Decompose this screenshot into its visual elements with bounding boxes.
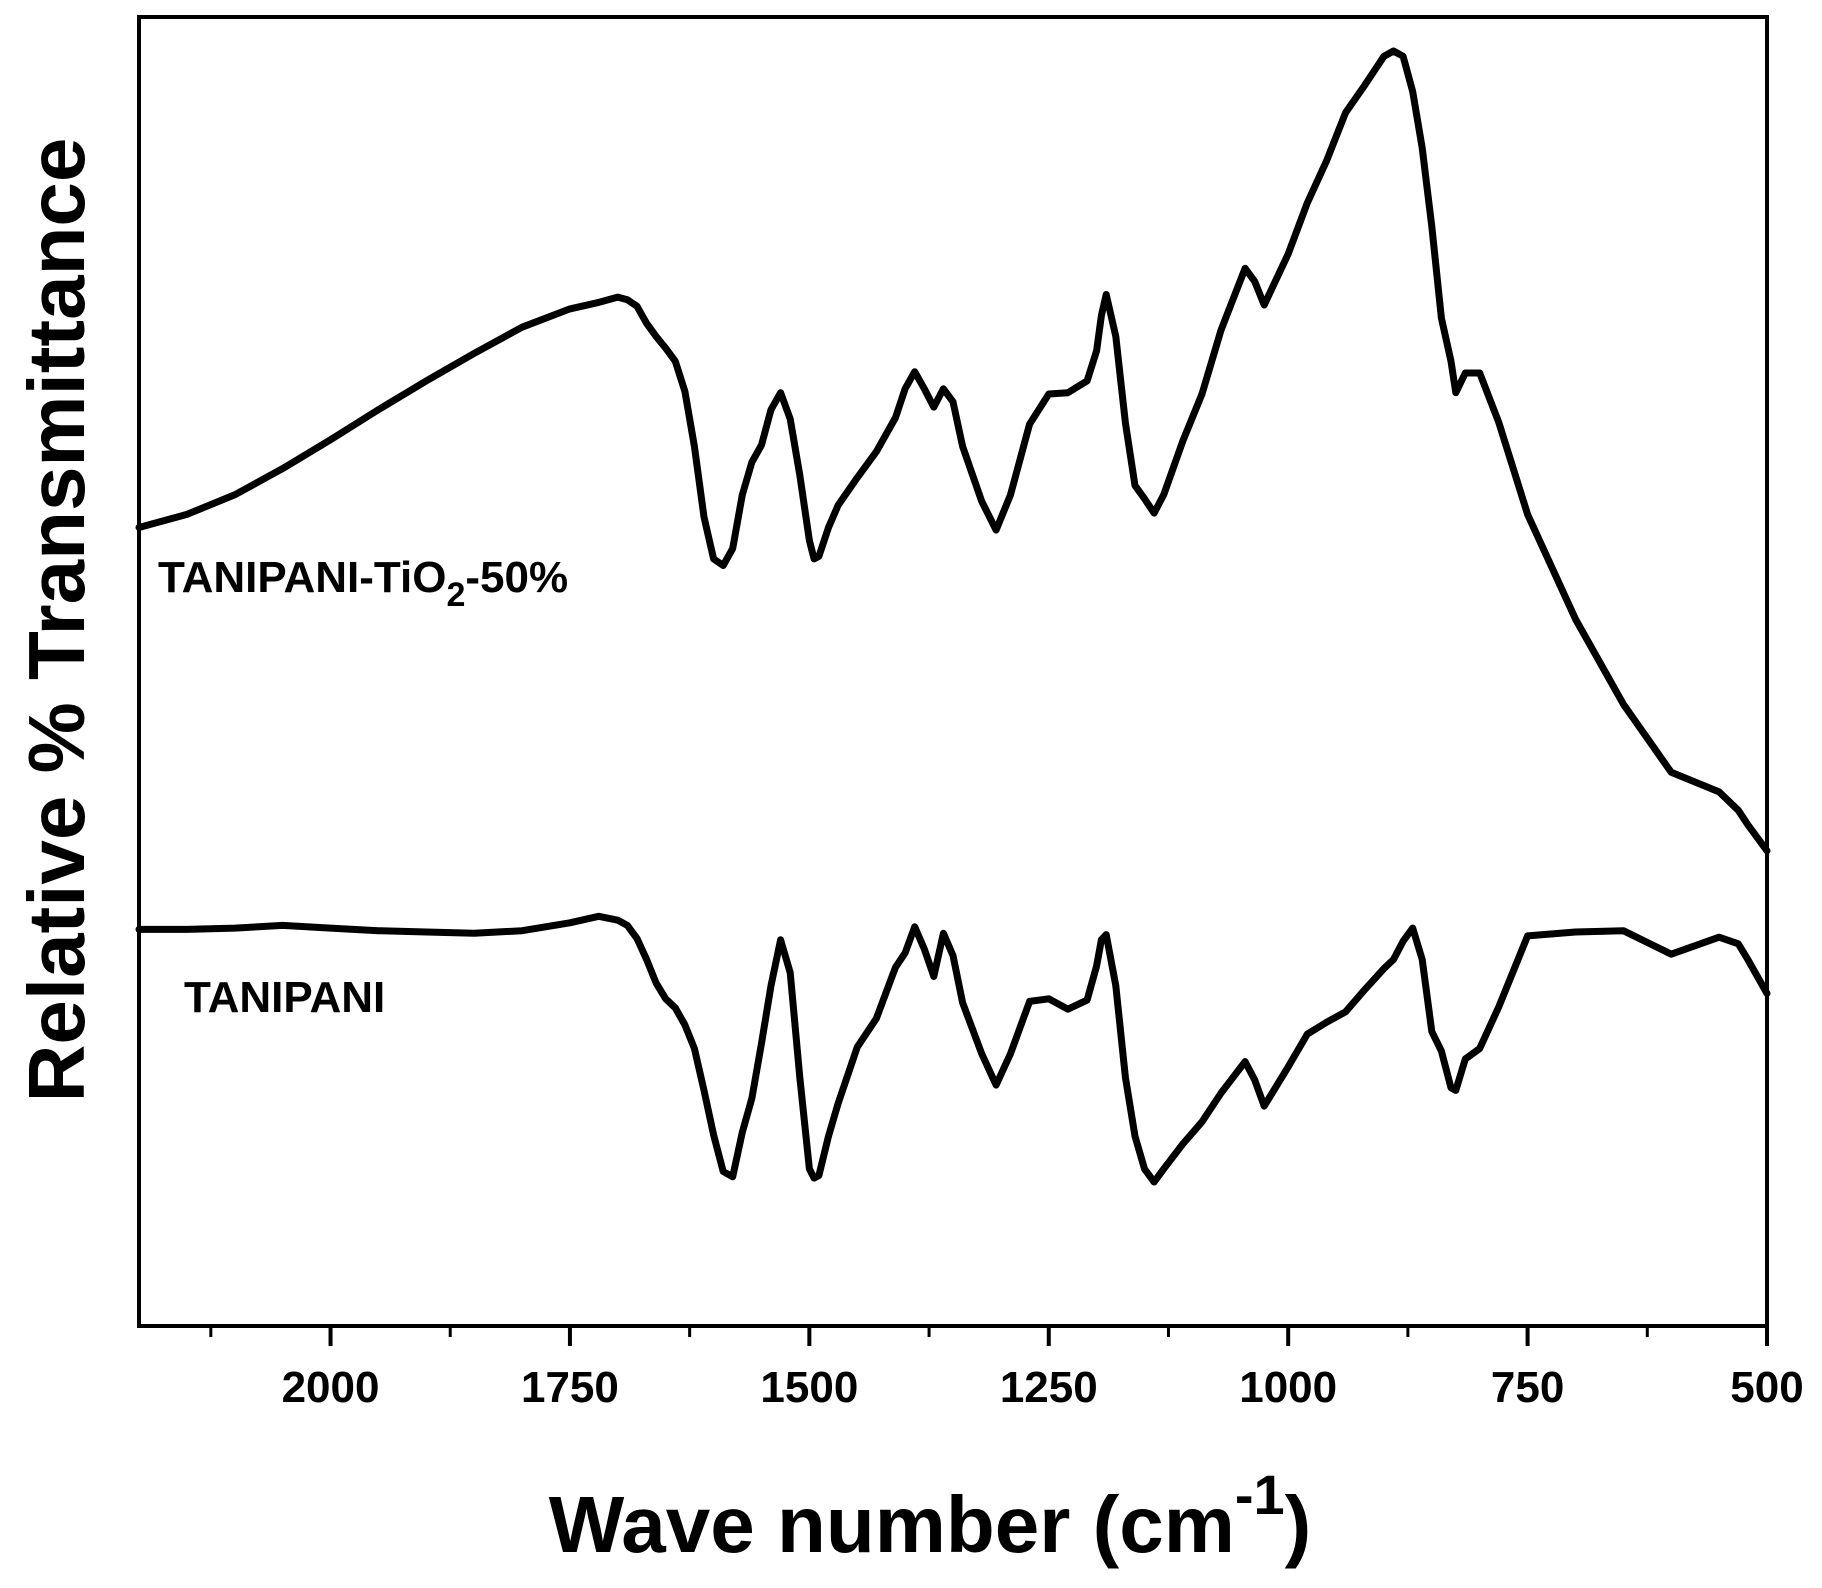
series-lines [135, 47, 1771, 1186]
x-axis-ticks [209, 1326, 1769, 1346]
series-line-tanipani-tio2 [135, 47, 1771, 855]
x-tick-label: 1000 [1239, 1363, 1337, 1412]
x-axis-tick-labels: 2000 1750 1500 1250 1000 750 500 [282, 1363, 1804, 1412]
y-axis-title: Relative % Transmittance [12, 138, 101, 1103]
series-label-tanipani: TANIPANI [184, 973, 385, 1022]
x-tick-label: 2000 [282, 1363, 380, 1412]
x-tick-label: 500 [1730, 1363, 1803, 1412]
series-line-tanipani [135, 912, 1771, 1186]
x-tick-label: 1250 [1000, 1363, 1098, 1412]
x-axis-title: Wave number (cm-1) [549, 1463, 1312, 1569]
x-tick-label: 1750 [521, 1363, 619, 1412]
series-label-tanipani-tio2: TANIPANI-TiO2-50% [158, 553, 568, 614]
x-tick-label: 1500 [760, 1363, 858, 1412]
x-tick-label: 750 [1491, 1363, 1564, 1412]
plot-frame [137, 15, 1769, 1328]
